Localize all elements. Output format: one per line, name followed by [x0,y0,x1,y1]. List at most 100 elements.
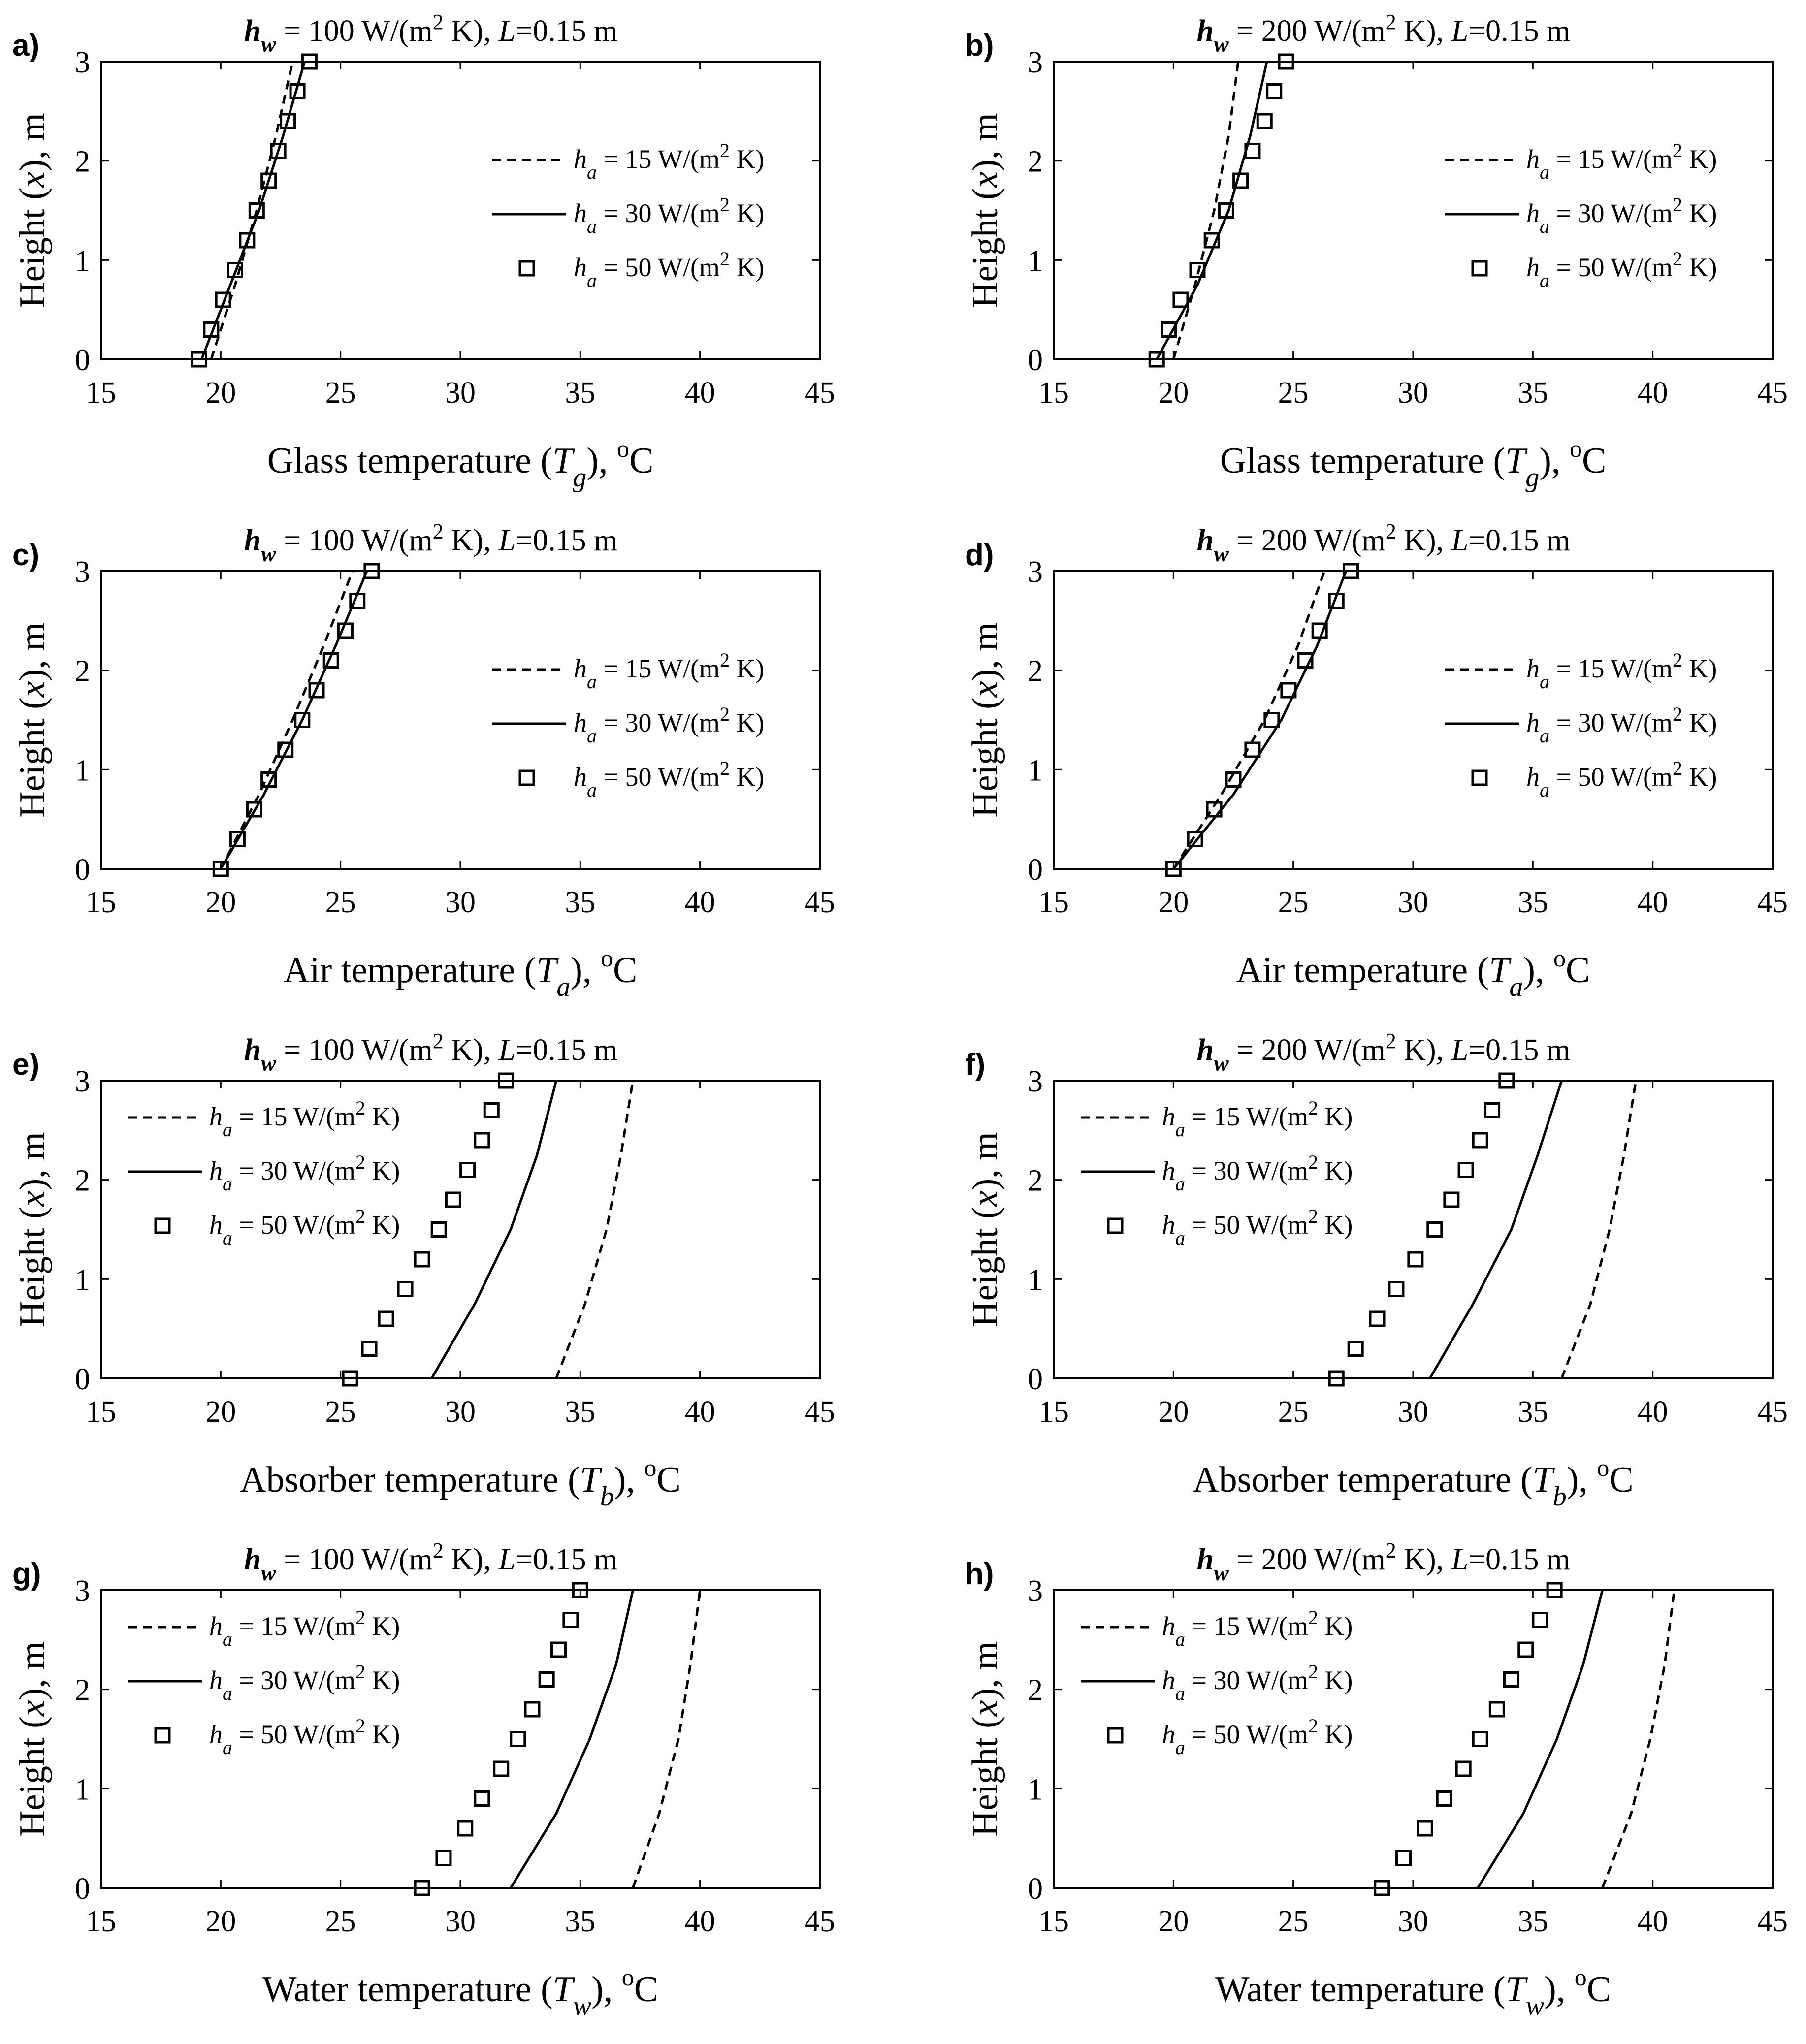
legend-sub: a [587,269,597,291]
x-label-text: Absorber temperature ( [1193,1460,1532,1500]
title-text: = 200 W/(m [1229,524,1386,557]
title-sup: 2 [433,519,444,543]
legend-sup: 2 [355,1661,365,1683]
y-tick-label: 1 [75,1773,90,1806]
x-axis-label: Air temperature (Ta), oC [284,944,638,1002]
legend-label: ha = 50 W/(m2 K) [209,1715,400,1758]
x-label-sub: w [573,1991,591,2021]
data-point-square [1532,1612,1548,1628]
y-label-unit: ), m [12,622,53,681]
x-tick-label: 30 [1398,1395,1428,1429]
title-text: = 200 W/(m [1229,14,1386,48]
y-label-var: x [965,1700,1005,1717]
data-point-square [1280,682,1297,699]
title-sub: w [1214,541,1229,566]
legend-tail: K) [1318,1665,1353,1695]
legend-h: h [209,1665,223,1695]
y-label-unit: ), m [965,1641,1005,1700]
legend-text: = 50 W/(m [1185,1720,1308,1749]
x-label-text: Water temperature ( [1215,1969,1506,2010]
legend-h: h [574,708,587,737]
x-tick-label: 45 [1757,376,1788,410]
legend-sup: 2 [1673,757,1682,779]
x-tick-label: 20 [1158,886,1189,919]
legend-sub: a [1175,1173,1185,1195]
data-point-square [1148,351,1165,368]
data-point-square [1436,1790,1452,1807]
plot-area [100,1080,821,1379]
y-axis-label: Height (x), m [12,1641,53,1837]
x-label-post: ), [1567,1460,1597,1500]
legend-sub: a [223,1227,232,1249]
series-line-solid [510,1590,634,1889]
x-tick-label: 35 [565,1395,595,1429]
x-label-var: T [536,950,559,990]
y-label-var: x [12,1190,53,1207]
legend-sup: 2 [720,193,730,216]
y-label-text: Height ( [12,188,53,308]
y-axis-label: Height (x), m [12,622,53,818]
title-text: = 200 W/(m [1229,1033,1386,1067]
data-point-square [301,53,318,70]
y-tick-label: 1 [1028,244,1043,278]
data-point-square [1218,202,1234,219]
title-sup: 2 [1386,1029,1396,1053]
title-sup: 2 [1386,10,1396,34]
x-tick-label: 35 [565,886,595,919]
legend-marker-square [1107,1217,1124,1234]
title-h: h [244,1543,261,1576]
data-point-square [361,1341,378,1357]
data-point-square [474,1132,490,1149]
title-text: = 100 W/(m [276,14,433,48]
x-tick-label: 40 [685,1905,715,1938]
data-point-square [229,831,246,847]
series-line-solid [200,61,306,360]
x-tick-label: 40 [685,886,715,919]
data-point-square [227,262,244,278]
y-tick-label: 1 [1028,754,1043,787]
chart-panel-f: 15 20 25 30 35 40 45 0 1 2 3 Height (x), m Absorber … [965,1029,1788,1512]
data-point-square [1546,1582,1563,1598]
plot-area [1053,1589,1774,1889]
x-tick-label: 20 [1158,1395,1189,1429]
x-tick-label: 45 [805,1395,835,1429]
title-text: = 200 W/(m [1229,1543,1386,1576]
x-label-degree: o [644,1454,656,1481]
x-label-post: ), [570,950,601,990]
data-point-square [1172,291,1189,308]
data-point-square [538,1671,555,1688]
panel-label: g) [12,1557,41,1591]
x-label-sub: g [1525,462,1539,493]
y-label-unit: ), m [12,113,53,171]
x-label-sub: a [1509,972,1523,1002]
x-tick-label: 25 [325,1905,356,1938]
panel-label: d) [965,538,994,572]
series-line-solid [220,571,368,870]
y-label-text: Height ( [12,1207,53,1327]
data-point-square [1311,622,1328,639]
x-label-var: T [1506,1969,1528,2010]
title-sub: w [261,1051,276,1076]
legend-marker-square [518,769,535,786]
legend-text: = 30 W/(m [1549,198,1673,228]
series-line-dashed [1601,1590,1676,1888]
series-line-dashed [632,1590,702,1888]
title-text-2: K), [1396,1543,1451,1576]
legend-text: = 15 W/(m [232,1611,355,1641]
title-sub: w [1214,1560,1229,1585]
legend-label: ha = 30 W/(m2 K) [574,703,764,747]
legend-label: ha = 30 W/(m2 K) [1162,1661,1353,1704]
data-point-square [260,771,277,788]
chart-panel-a: 15 20 25 30 35 40 45 0 1 2 3 Height (x), m Glass tem… [12,10,835,493]
x-tick-label: 20 [205,1395,236,1429]
chart-panel-g: 15 20 25 30 35 40 45 0 1 2 3 Height (x), m Water tem… [12,1538,835,2021]
x-tick-label: 25 [1278,886,1309,919]
legend-sub: a [223,1118,232,1141]
legend-sup: 2 [1308,1097,1318,1119]
data-point-square [1498,1072,1515,1089]
title-text-3: =0.15 m [1468,524,1570,557]
data-point-square [1232,172,1249,189]
data-point-square [1244,143,1261,159]
y-axis-label: Height (x), m [965,113,1005,308]
legend-sup: 2 [1308,1715,1318,1737]
